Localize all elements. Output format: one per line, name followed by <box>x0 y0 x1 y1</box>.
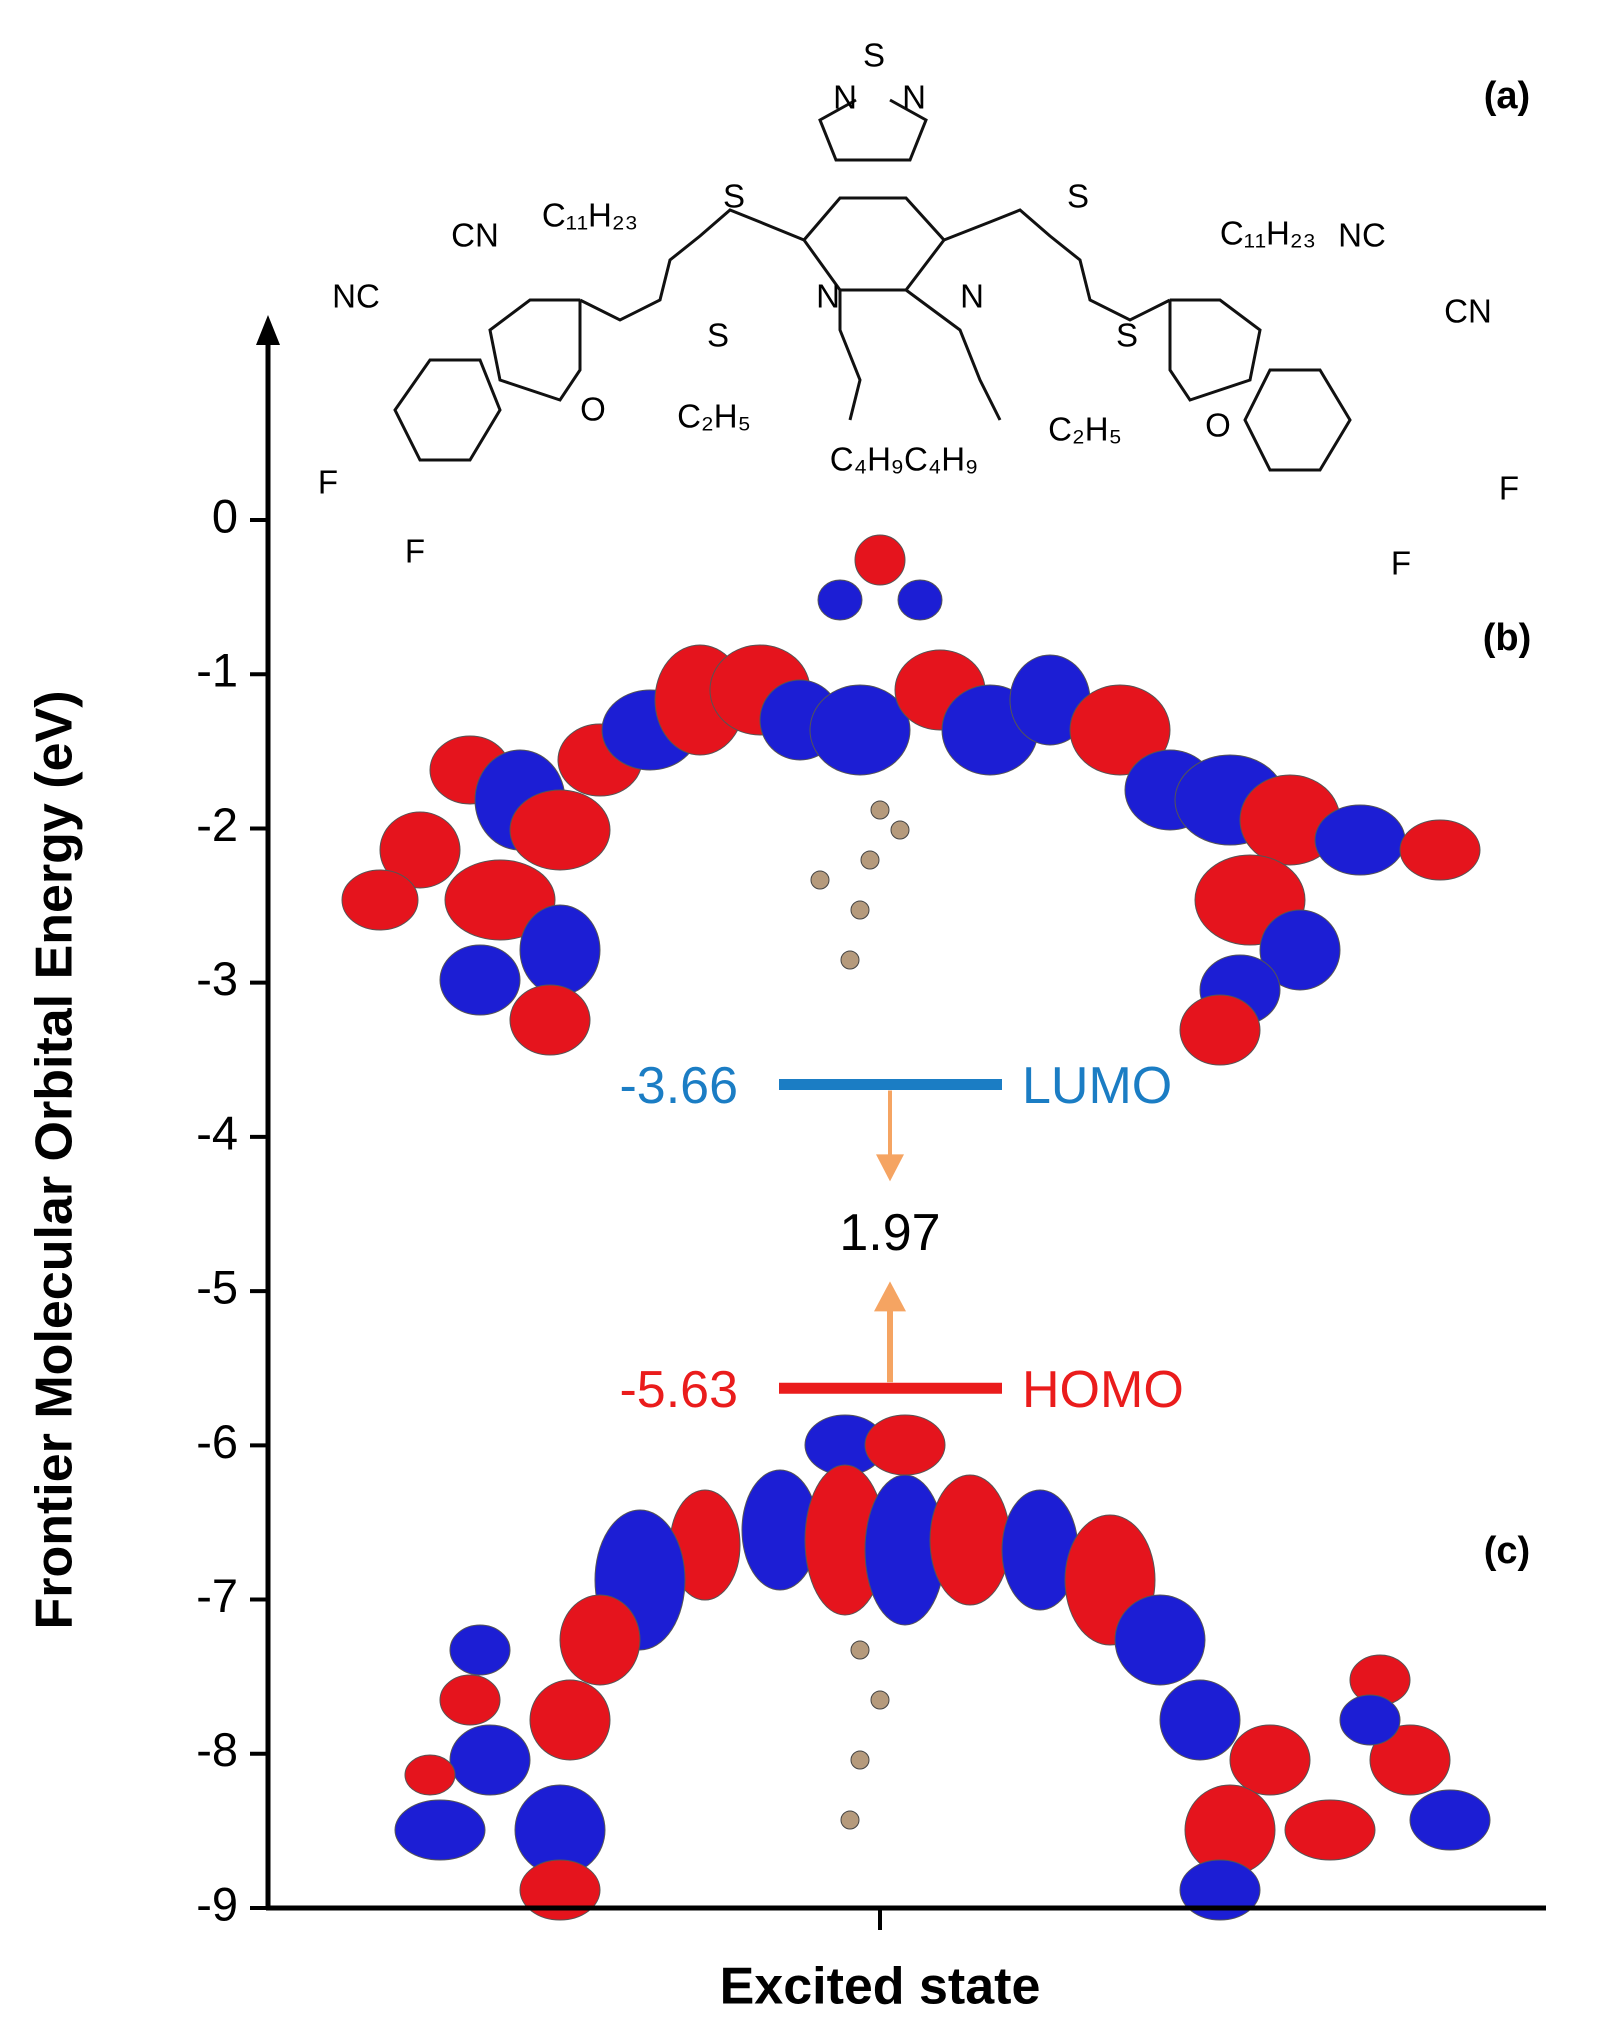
gap-arrowhead <box>874 1281 906 1312</box>
orbital-lobe <box>439 1674 501 1726</box>
orbital-lobe <box>519 1859 601 1921</box>
orbital-lobe <box>439 944 521 1016</box>
structure-atom-label: F <box>405 533 425 570</box>
orbital-lobe <box>1069 684 1171 776</box>
structure-atom-label: S <box>1116 317 1138 354</box>
atom <box>870 1690 890 1710</box>
plot-area: 0 -1 -2 -3 -4 -5 -6 -7 -8 -9 Excited state Frontier… <box>26 315 1546 2016</box>
atom <box>840 950 860 970</box>
structure-atom-label: C₁₁H₂₃ <box>1220 215 1316 252</box>
y-tick-label: -9 <box>196 1877 238 1930</box>
panel-label: (b) <box>1483 617 1532 659</box>
structure-atom-label: N <box>960 278 984 315</box>
orbital-lobe <box>1314 804 1406 876</box>
y-tick-label: -7 <box>196 1569 238 1622</box>
structure-atom-label: N <box>833 79 857 116</box>
y-tick-label: -3 <box>196 952 238 1005</box>
y-tick-label: -5 <box>196 1261 238 1314</box>
orbital-lobe <box>1369 1724 1451 1796</box>
y-axis-arrow <box>256 315 280 345</box>
structure-atom-label: C₁₁H₂₃ <box>542 197 638 234</box>
orbital-lobe <box>854 534 906 586</box>
level-name: HOMO <box>1022 1361 1184 1419</box>
structure-atom-label: S <box>863 37 885 74</box>
gap-arrowhead <box>876 1154 904 1182</box>
orbital-lobe <box>1339 1694 1401 1746</box>
orbital-lobe <box>1159 1679 1241 1761</box>
orbital-lobe <box>1409 1789 1491 1851</box>
orbital-lobe <box>449 1724 531 1796</box>
atom <box>840 1810 860 1830</box>
y-tick-label: -2 <box>196 798 238 851</box>
structure-atom-label: O <box>1205 407 1231 444</box>
orbital-lobe <box>897 579 943 621</box>
y-tick-label: -1 <box>196 644 238 697</box>
level-value: -3.66 <box>619 1057 738 1115</box>
orbital-lobe <box>817 579 863 621</box>
atom <box>870 800 890 820</box>
atom <box>850 1750 870 1770</box>
orbital-lobe <box>1179 994 1261 1066</box>
structure-atom-label: C₂H₅ <box>677 398 751 435</box>
orbital-lobe <box>444 859 556 941</box>
atom <box>850 900 870 920</box>
orbital-lobe <box>864 1414 946 1476</box>
atom <box>810 870 830 890</box>
structure-atom-label: F <box>318 464 338 501</box>
atom <box>860 850 880 870</box>
y-tick-label: 0 <box>212 489 238 542</box>
structure-atom-label: N <box>902 79 926 116</box>
orbital-isosurfaces <box>341 534 1491 1921</box>
structure-atom-label: CN <box>1444 293 1492 330</box>
orbital-lobe <box>404 1754 456 1796</box>
y-axis-label: Frontier Molecular Orbital Energy (eV) <box>26 690 84 1629</box>
structure-atom-label: C₂H₅ <box>1048 411 1122 448</box>
structure-atom-label: F <box>1391 545 1411 582</box>
orbital-lobe <box>559 1594 641 1686</box>
orbital-lobe <box>509 789 611 871</box>
orbital-lobe <box>1259 909 1341 991</box>
orbital-lobe <box>529 1679 611 1761</box>
structure-atom-label: S <box>1067 178 1089 215</box>
atom <box>890 820 910 840</box>
orbital-lobe <box>379 811 461 889</box>
y-tick-label: -6 <box>196 1415 238 1468</box>
orbital-lobe <box>1179 1859 1261 1921</box>
orbital-lobe <box>509 984 591 1056</box>
orbital-lobe <box>1229 1724 1311 1796</box>
structure-atom-label: NC <box>332 278 380 315</box>
orbital-lobe <box>449 1624 511 1676</box>
level-name: LUMO <box>1022 1057 1172 1115</box>
orbital-lobe <box>1284 1799 1376 1861</box>
structure-atom-label: O <box>580 391 606 428</box>
structure-atom-label: S <box>707 317 729 354</box>
orbital-lobe <box>519 904 601 996</box>
structure-atom-label: C₄H₉C₄H₉ <box>830 441 978 478</box>
gap-value: 1.97 <box>839 1204 940 1262</box>
atom <box>850 1640 870 1660</box>
orbital-lobe <box>341 869 419 931</box>
panel-label: (c) <box>1484 1530 1530 1572</box>
orbital-lobe <box>929 1474 1011 1606</box>
x-tick-label: Excited state <box>720 1958 1041 2016</box>
structure-atom-label: N <box>816 278 840 315</box>
structure-atom-label: S <box>723 178 745 215</box>
structure-bonds <box>393 98 1352 472</box>
structure-atom-label: F <box>1499 470 1519 507</box>
level-value: -5.63 <box>619 1361 738 1419</box>
y-tick-label: -4 <box>196 1106 238 1159</box>
orbital-lobe <box>809 684 911 776</box>
y-tick-label: -8 <box>196 1723 238 1776</box>
structure-atom-label: NC <box>1338 217 1386 254</box>
orbital-lobe <box>1114 1594 1206 1686</box>
structure-atom-label: CN <box>451 217 499 254</box>
orbital-lobe <box>1399 819 1481 881</box>
orbital-lobe <box>394 1799 486 1861</box>
panel-label: (a) <box>1484 75 1530 117</box>
